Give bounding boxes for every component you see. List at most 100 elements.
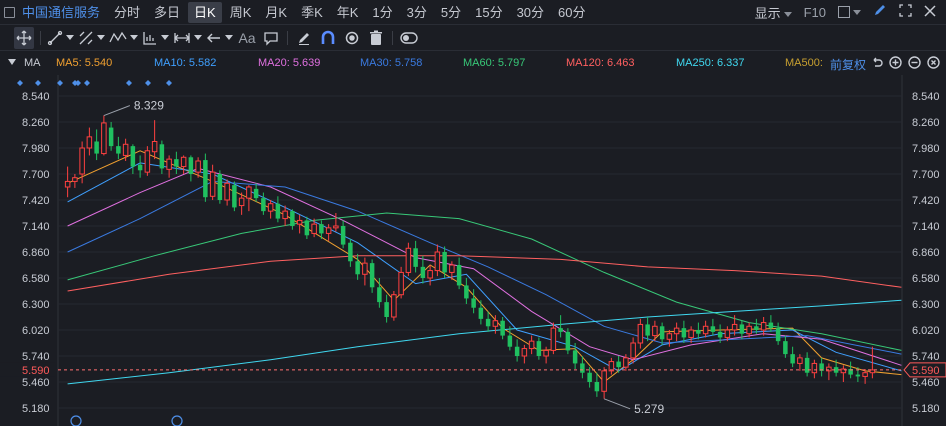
event-dot-icon[interactable] <box>84 80 90 86</box>
event-dot-icon[interactable] <box>35 80 41 86</box>
candle-body <box>768 322 774 329</box>
tab-period[interactable]: 1分 <box>372 4 393 20</box>
candle-body <box>434 251 441 272</box>
candle <box>819 357 824 377</box>
close-icon[interactable] <box>927 56 940 72</box>
zoom-out-icon[interactable] <box>908 56 921 72</box>
candle-body <box>550 327 557 351</box>
event-dot-icon[interactable] <box>57 80 63 86</box>
color-menu[interactable] <box>838 4 861 22</box>
crosshair-move-tool[interactable] <box>14 26 34 49</box>
candle <box>72 174 78 188</box>
tab-period[interactable]: 30分 <box>516 4 545 20</box>
f10-button[interactable]: F10 <box>803 5 826 20</box>
tab-period[interactable]: 季K <box>301 4 323 20</box>
ma-legend-item: MA20: 5.639 <box>258 57 321 69</box>
tab-period[interactable]: 分时 <box>114 4 141 20</box>
event-dot-icon[interactable] <box>17 80 23 86</box>
tab-period[interactable]: 月K <box>265 4 288 20</box>
candle <box>811 359 818 379</box>
fibonacci-tool[interactable] <box>142 27 169 49</box>
stock-name-tab[interactable]: 中国通信服务 <box>0 2 106 23</box>
display-menu[interactable]: 显示 <box>755 3 792 22</box>
price-tick-left: 8.540 <box>22 91 50 103</box>
channel-tool[interactable] <box>78 27 105 49</box>
candle <box>144 146 151 176</box>
candle <box>174 151 179 174</box>
candle-body <box>616 361 621 368</box>
candle <box>180 155 187 174</box>
chevron-down-icon <box>783 12 792 18</box>
checkbox-icon[interactable] <box>4 6 15 18</box>
candle <box>739 320 745 340</box>
tab-period[interactable]: 5分 <box>440 4 462 20</box>
tab-period[interactable]: 3分 <box>406 4 427 20</box>
event-badge-icon[interactable] <box>171 415 183 426</box>
candle-body <box>296 219 303 225</box>
arrow-tool[interactable] <box>206 27 233 49</box>
candle-body <box>384 302 389 317</box>
candle-body <box>108 127 114 147</box>
candle <box>333 213 339 232</box>
fullscreen-icon[interactable] <box>899 3 912 22</box>
event-dot-icon[interactable] <box>166 80 172 86</box>
ma-line-ma5 <box>67 150 902 383</box>
note-tool[interactable] <box>261 27 281 49</box>
line-tool[interactable] <box>47 27 74 49</box>
range-tool[interactable] <box>173 27 202 49</box>
event-badge-icon[interactable] <box>70 415 82 426</box>
candle-body <box>580 363 585 373</box>
candle-body <box>290 211 295 226</box>
moving-average-legend: MA MA5: 5.540 MA10: 5.582 MA20: 5.639 MA30:… <box>0 53 946 75</box>
candle <box>434 244 441 277</box>
price-tick-right: 6.020 <box>912 325 940 337</box>
event-dot-icon[interactable] <box>126 80 132 86</box>
event-dot-icon[interactable] <box>145 80 151 86</box>
candle <box>645 317 650 342</box>
candlestick-chart[interactable]: 8.540 8.260 7.980 7.700 7.420 7.140 6.860 6.580… <box>0 75 946 426</box>
eraser-tool[interactable] <box>294 27 314 49</box>
candle <box>253 183 259 202</box>
event-dot-icon[interactable] <box>75 80 81 86</box>
candle <box>224 179 230 206</box>
ma-label[interactable]: MA <box>24 57 41 69</box>
tab-period[interactable]: 日K <box>188 1 222 23</box>
candle-body <box>731 323 738 331</box>
chevron-down-icon <box>130 35 138 40</box>
undo-icon[interactable] <box>871 57 883 72</box>
candle-body <box>797 357 803 364</box>
tab-period[interactable]: 年K <box>336 4 359 20</box>
pencil-icon <box>296 30 312 46</box>
candle <box>869 346 876 379</box>
tab-period[interactable]: 多日 <box>154 4 181 20</box>
candle-body <box>217 174 223 200</box>
wave-tool[interactable] <box>109 27 138 49</box>
magnet-tool[interactable] <box>318 27 338 49</box>
high-low-annotations: 8.329 5.279 <box>103 99 664 416</box>
ma-line-ma250 <box>67 299 902 385</box>
visibility-tool[interactable] <box>342 27 362 49</box>
ma-line-ma10 <box>67 162 902 372</box>
candle-body <box>398 271 404 296</box>
candle <box>130 144 136 174</box>
candle <box>572 343 578 369</box>
text-tool[interactable]: Aa <box>238 29 256 46</box>
candle <box>702 320 709 338</box>
tab-period[interactable]: 60分 <box>558 4 586 20</box>
candle-body <box>224 182 230 201</box>
toggle-drawings[interactable] <box>399 27 419 49</box>
close-icon[interactable] <box>924 4 936 22</box>
tab-period[interactable]: 周K <box>229 4 252 20</box>
collapse-triangle-icon[interactable] <box>8 59 16 65</box>
candle <box>514 339 520 362</box>
candle <box>377 278 382 308</box>
price-adjust-toggle[interactable]: 前复权 <box>830 58 867 72</box>
candle-body <box>340 226 346 245</box>
delete-tool[interactable] <box>366 27 386 49</box>
zoom-in-icon[interactable] <box>889 56 902 72</box>
tab-period[interactable]: 15分 <box>475 4 503 20</box>
price-tick-left: 7.420 <box>22 195 50 207</box>
eye-icon <box>344 30 360 46</box>
pen-icon[interactable] <box>873 3 887 22</box>
candle-body <box>369 263 375 288</box>
